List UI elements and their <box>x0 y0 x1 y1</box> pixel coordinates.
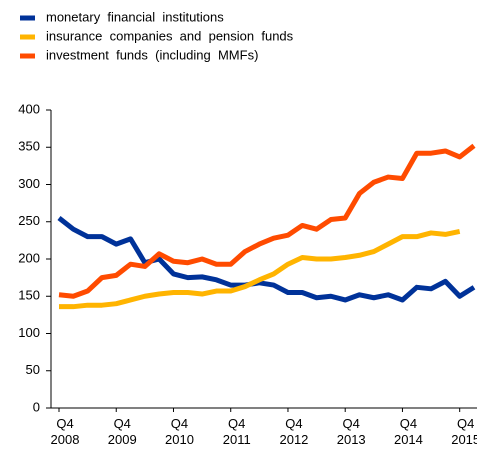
series-line <box>59 228 461 310</box>
x-tick-label: Q4 2010 <box>165 416 194 447</box>
y-tick-label: 250 <box>18 213 40 228</box>
series-line <box>58 143 476 299</box>
y-tick-label: 100 <box>18 325 40 340</box>
legend-label: investment funds (including MMFs) <box>46 47 258 62</box>
y-tick-label: 0 <box>33 399 40 414</box>
x-tick-label: Q4 2008 <box>50 416 80 447</box>
legend-label: insurance companies and pension funds <box>46 28 294 43</box>
y-tick-label: 150 <box>18 288 40 303</box>
x-tick-label: Q4 2013 <box>336 416 366 447</box>
x-tick-label: Q4 2009 <box>107 416 137 447</box>
y-tick-label: 50 <box>26 362 40 377</box>
y-tick-label: 400 <box>18 101 40 116</box>
y-tick-label: 300 <box>18 176 40 191</box>
y-tick-label: 350 <box>18 139 40 154</box>
y-tick-label: 200 <box>18 250 40 265</box>
x-tick-label: Q4 2012 <box>279 416 309 447</box>
x-tick-label: Q4 2011 <box>222 416 251 447</box>
series-line <box>57 216 476 303</box>
x-tick-label: Q4 2015 <box>451 416 477 447</box>
x-tick-label: Q4 2014 <box>393 416 423 447</box>
legend-label: monetary financial institutions <box>46 9 224 24</box>
